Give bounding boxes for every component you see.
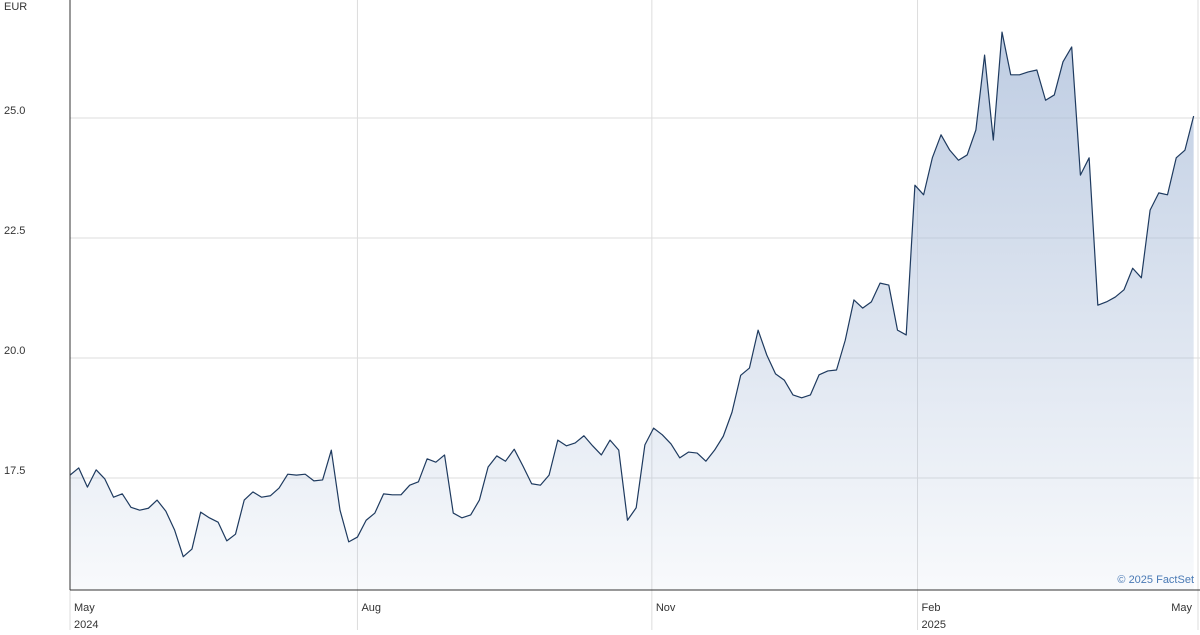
x-tick-label: May <box>74 602 95 614</box>
x-tick-year: 2025 <box>922 619 946 630</box>
x-tick-label: May <box>1171 602 1192 614</box>
credit: © 2025 FactSet <box>1117 574 1194 586</box>
area-fill <box>70 32 1194 590</box>
y-tick-label: 17.5 <box>4 465 25 477</box>
y-tick-label: 22.5 <box>4 225 25 237</box>
y-tick-label: 25.0 <box>4 105 25 117</box>
price-line <box>69 31 1195 558</box>
y-tick-label: 20.0 <box>4 345 25 357</box>
x-tick-label: Feb <box>922 602 941 614</box>
axes: EUR © 2025 FactSet 17.5 20.0 22.5 25.0 May 20… <box>4 0 1200 631</box>
plot-area <box>69 31 1195 590</box>
x-tick-label: Nov <box>656 602 676 614</box>
x-tick-year: 2024 <box>74 619 98 630</box>
y-axis-unit: EUR <box>4 1 27 13</box>
x-tick-label: Aug <box>361 602 381 614</box>
